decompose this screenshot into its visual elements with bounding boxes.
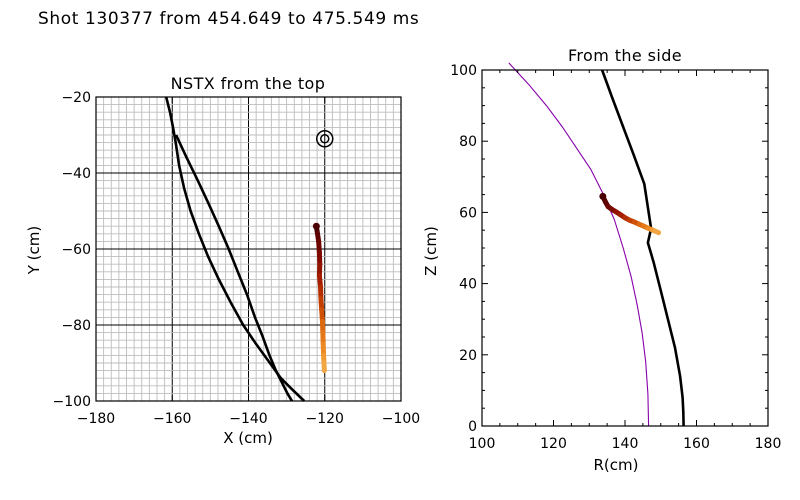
side-view-x-ticks: 100 120 140 160 180: [469, 70, 782, 452]
figure-title: Shot 130377 from 454.649 to 475.549 ms: [38, 9, 419, 29]
side-view-xlabel: R(cm): [594, 456, 639, 474]
x-tick-label: 180: [755, 436, 782, 452]
x-tick-label: −100: [382, 411, 420, 427]
trajectory-start-point: [599, 192, 607, 200]
y-tick-label: 40: [459, 277, 477, 293]
x-tick-label: −180: [77, 411, 115, 427]
target-inner-ring: [320, 134, 330, 144]
top-view-y-ticks: −100 −80 −60 −40 −20: [53, 90, 401, 410]
top-view-trajectory: [312, 222, 327, 374]
x-tick-label: 160: [683, 436, 710, 452]
side-view-title: From the side: [568, 46, 682, 65]
top-view-chart: −180 −160 −140 −120 −100 −100 −80 −60 −40 −20 NS…: [25, 74, 420, 447]
top-view-ylabel: Y (cm): [25, 226, 43, 276]
target-outer-ring: [316, 130, 334, 148]
y-tick-label: −80: [61, 318, 91, 334]
x-tick-label: −160: [153, 411, 191, 427]
top-view-title: NSTX from the top: [171, 74, 326, 93]
inner-chord-line: [174, 134, 294, 402]
y-tick-label: 80: [459, 134, 477, 150]
y-tick-label: −100: [53, 394, 91, 410]
y-tick-label: −60: [61, 242, 91, 258]
y-tick-label: −20: [61, 90, 91, 106]
top-view-x-ticks: −180 −160 −140 −120 −100: [77, 97, 420, 427]
y-tick-label: −40: [61, 166, 91, 182]
top-view-lines: [164, 96, 306, 402]
top-view-xlabel: X (cm): [223, 429, 273, 447]
trajectory-segment: [652, 228, 662, 236]
x-tick-label: 140: [612, 436, 639, 452]
side-view-y-ticks: 0 20 40 60 80 100: [450, 63, 768, 435]
y-tick-label: 100: [450, 63, 477, 79]
x-tick-label: 100: [469, 436, 496, 452]
x-tick-label: −140: [229, 411, 267, 427]
y-tick-label: 0: [468, 419, 477, 435]
x-tick-label: 120: [540, 436, 567, 452]
side-view-trajectory: [599, 192, 662, 236]
top-view-grid: [95, 96, 402, 402]
y-tick-label: 20: [459, 348, 477, 364]
side-view-frame: [481, 69, 769, 427]
purple-boundary-arc: [508, 62, 650, 427]
side-view-lines: [508, 62, 685, 427]
target-marker: [316, 130, 334, 148]
side-view-ylabel: Z (cm): [422, 226, 440, 276]
side-view-chart: 100 120 140 160 180 0 20 40 60 80 100 From the si…: [422, 46, 781, 474]
black-separatrix-line: [600, 69, 685, 427]
trajectory-start-point: [312, 222, 320, 230]
y-tick-label: 60: [459, 205, 477, 221]
x-tick-label: −120: [306, 411, 344, 427]
